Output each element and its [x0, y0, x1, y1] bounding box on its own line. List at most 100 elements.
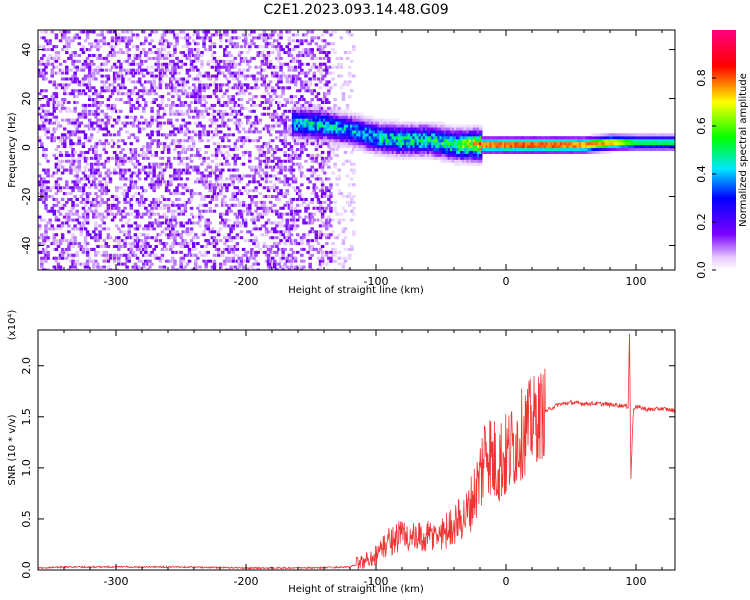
spectrogram-cell [166, 206, 171, 210]
spectrogram-cell [46, 112, 50, 116]
spectrogram-cell [185, 68, 190, 72]
spectrogram-cell [218, 262, 223, 266]
spectrogram-cell [268, 133, 273, 137]
spectrogram-cell [133, 253, 138, 257]
spectrogram-cell [162, 71, 167, 75]
spectrogram-cell [56, 183, 61, 187]
spectrogram-cell [223, 195, 227, 199]
spectrogram-cell [98, 124, 102, 128]
spectrogram-cell [171, 265, 175, 269]
spectrogram-cell [218, 89, 223, 93]
spectrogram-cell [104, 209, 109, 213]
spectrogram-cell [237, 62, 242, 66]
spectrogram-cell [166, 180, 171, 184]
spectrogram-cell [169, 259, 173, 263]
spectrogram-cell [256, 218, 260, 222]
spectrogram-cell [164, 136, 169, 140]
spectrogram-cell [100, 183, 104, 187]
spectrogram-cell [262, 45, 267, 49]
spectrogram-cell [258, 247, 262, 251]
spectrogram-cell [350, 136, 354, 140]
spectrogram-cell [246, 68, 250, 72]
spectrogram-cell [393, 127, 398, 131]
spectrogram-cell [106, 53, 111, 57]
spectrogram-cell [125, 59, 129, 63]
spectrogram-cell [352, 130, 356, 134]
spectrogram-cell [183, 124, 188, 128]
spectrogram-cell [289, 215, 294, 219]
spectrogram-cell [100, 142, 104, 146]
spectrogram-cell [362, 130, 366, 134]
spectrogram-cell [279, 165, 283, 169]
spectrogram-cell [62, 100, 67, 104]
spectrogram-cell [298, 98, 302, 102]
spectrogram-cell [318, 98, 323, 102]
spectrogram-cell [183, 150, 188, 154]
spectrogram-cell [335, 148, 339, 152]
spectrogram-cell [77, 165, 82, 169]
spectrogram-cell [399, 133, 404, 137]
spectrogram-cell [94, 197, 98, 201]
spectrogram-cell [94, 89, 98, 93]
spectrogram-cell [404, 127, 408, 131]
spectrogram-cell [252, 124, 256, 128]
spectrogram-cell [106, 197, 111, 201]
spectrogram-cell [329, 71, 333, 75]
spectrogram-cell [268, 262, 273, 266]
spectrogram-cell [48, 98, 52, 102]
spectrogram-cell [302, 103, 306, 107]
spectrogram-cell [275, 177, 279, 181]
spectrogram-cell [308, 212, 312, 216]
spectrogram-cell [339, 115, 344, 119]
spectrogram-cell [90, 121, 94, 125]
spectrogram-cell [287, 42, 292, 46]
spectrogram-cell [135, 256, 140, 260]
spectrogram-cell [171, 268, 175, 270]
spectrogram-cell [241, 106, 246, 110]
spectrogram-cell [300, 68, 304, 72]
spectrogram-cell [112, 259, 117, 263]
spectrogram-cell [85, 215, 90, 219]
spectrogram-cell [125, 256, 129, 260]
spectrogram-cell [114, 189, 119, 193]
spectrogram-cell [362, 127, 366, 131]
spectrogram-cell [191, 92, 196, 96]
spectrogram-cell [331, 230, 335, 234]
spectrogram-cell [148, 150, 152, 154]
spectrogram-cell [150, 39, 154, 43]
spectrogram-cell [275, 162, 279, 166]
spectrogram-cell [283, 236, 287, 240]
spectrogram-cell [144, 177, 148, 181]
spectrogram-cell [94, 250, 98, 254]
spectrogram-cell [69, 259, 73, 263]
spectrogram-cell [264, 59, 269, 63]
spectrogram-cell [148, 145, 152, 149]
spectrogram-cell [154, 98, 158, 102]
spectrogram-cell [350, 133, 354, 137]
spectrogram-cell [233, 244, 238, 248]
spectrogram-cell [156, 103, 161, 107]
spectrogram-cell [108, 268, 113, 270]
spectrogram-cell [162, 227, 167, 231]
spectrogram-cell [287, 206, 292, 210]
spectrogram-cell [154, 62, 158, 66]
spectrogram-cell [158, 200, 163, 204]
spectrogram-cell [160, 98, 165, 102]
spectrogram-cell [391, 142, 396, 146]
spectrogram-cell [289, 206, 294, 210]
spectrogram-cell [73, 124, 77, 128]
spectrogram-cell [129, 177, 134, 181]
spectrogram-cell [104, 115, 109, 119]
spectrogram-cell [379, 136, 383, 140]
spectrogram-cell [102, 145, 106, 149]
spectrogram-cell [266, 159, 271, 163]
spectrogram-cell [189, 148, 194, 152]
spectrogram-cell [177, 242, 181, 246]
spectrogram-cell [173, 45, 177, 49]
spectrogram-cell [345, 124, 350, 128]
spectrogram-cell [158, 103, 163, 107]
spectrogram-cell [142, 98, 146, 102]
spectrogram-cell [181, 83, 186, 87]
spectrogram-cell [289, 165, 294, 169]
spectrogram-cell [248, 165, 252, 169]
